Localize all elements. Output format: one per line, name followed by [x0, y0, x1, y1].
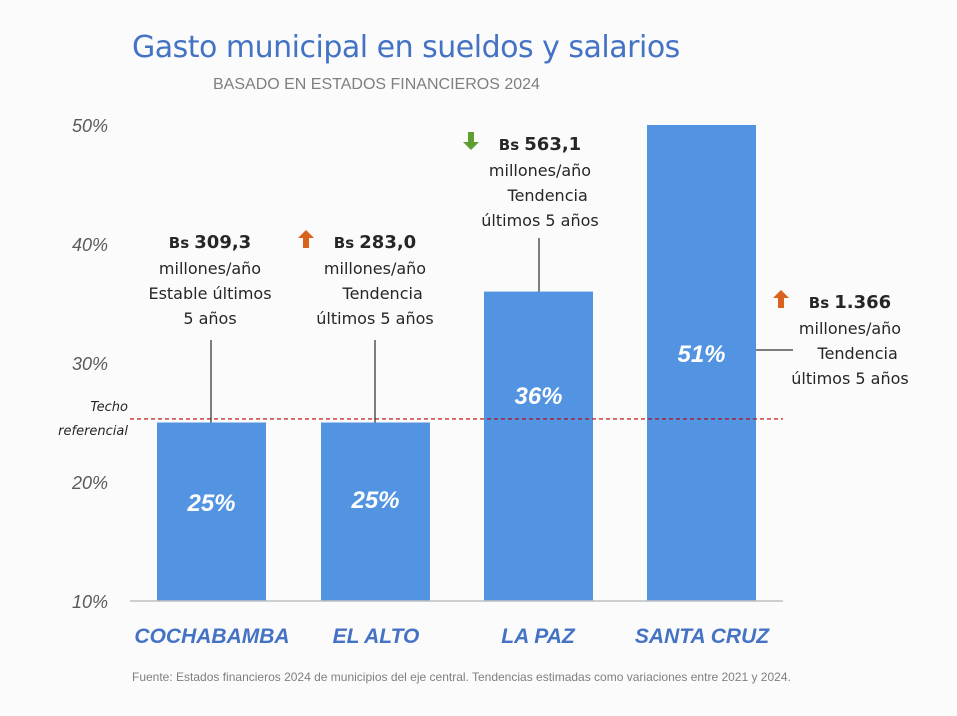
bar-value-label: 36%: [514, 383, 562, 410]
amount-value: 563,1: [524, 134, 582, 155]
annotation-period: últimos 5 años: [791, 369, 909, 388]
annotation-el-alto: Bs 283,0 millones/año Tendencia últimos …: [295, 230, 455, 331]
arrow-down-icon: [463, 132, 479, 150]
y-tick-label: 30%: [72, 354, 108, 374]
amount-value: 283,0: [359, 232, 417, 253]
chart-title: Gasto municipal en sueldos y salarios: [132, 30, 680, 65]
x-category-label: SANTA CRUZ: [635, 625, 770, 648]
chart-subtitle: BASADO EN ESTADOS FINANCIEROS 2024: [213, 76, 540, 93]
y-tick-label: 50%: [72, 116, 108, 136]
annotation-la-paz: Bs 563,1 millones/año Tendencia últimos …: [460, 132, 620, 233]
amount-value: 1.366: [834, 292, 892, 313]
currency-label: Bs: [498, 136, 520, 154]
arrow-up-icon: [773, 290, 789, 308]
annotation-unit: millones/año: [323, 259, 427, 278]
bar: [647, 125, 756, 601]
bar-value-label: 25%: [186, 490, 235, 517]
y-tick-label: 10%: [72, 592, 108, 612]
annotation-trend-text: Tendencia: [342, 284, 423, 303]
currency-label: Bs: [808, 294, 830, 312]
source-note: Fuente: Estados financieros 2024 de muni…: [132, 670, 791, 684]
reference-label-line2: referencial: [58, 424, 128, 439]
annotation-santa-cruz: Bs 1.366 millones/año Tendencia últimos …: [770, 290, 930, 391]
amount-value: 309,3: [194, 232, 252, 253]
x-category-label: LA PAZ: [501, 625, 576, 648]
annotation-unit: millones/año: [488, 161, 592, 180]
y-tick-label: 20%: [71, 473, 108, 493]
x-category-label: EL ALTO: [333, 625, 420, 648]
bar: [157, 422, 266, 601]
y-tick-label: 40%: [72, 235, 108, 255]
x-category-label: COCHABAMBA: [134, 625, 289, 648]
annotation-trend-text: Tendencia: [817, 344, 898, 363]
bar: [484, 291, 593, 601]
annotation-trend-text: Estable últimos: [148, 284, 272, 303]
annotation-period: últimos 5 años: [481, 211, 599, 230]
bar: [321, 422, 430, 601]
bar-value-label: 25%: [350, 487, 399, 514]
annotation-unit: millones/año: [158, 259, 262, 278]
annotation-unit: millones/año: [798, 319, 902, 338]
currency-label: Bs: [168, 234, 190, 252]
bar-value-label: 51%: [677, 341, 725, 368]
reference-label-line1: Techo: [90, 400, 128, 415]
annotation-period: 5 años: [183, 309, 237, 328]
currency-label: Bs: [333, 234, 355, 252]
annotation-period: últimos 5 años: [316, 309, 434, 328]
annotation-cochabamba: Bs 309,3 millones/año Estable últimos 5 …: [130, 230, 290, 331]
arrow-up-icon: [298, 230, 314, 248]
annotation-trend-text: Tendencia: [507, 186, 588, 205]
